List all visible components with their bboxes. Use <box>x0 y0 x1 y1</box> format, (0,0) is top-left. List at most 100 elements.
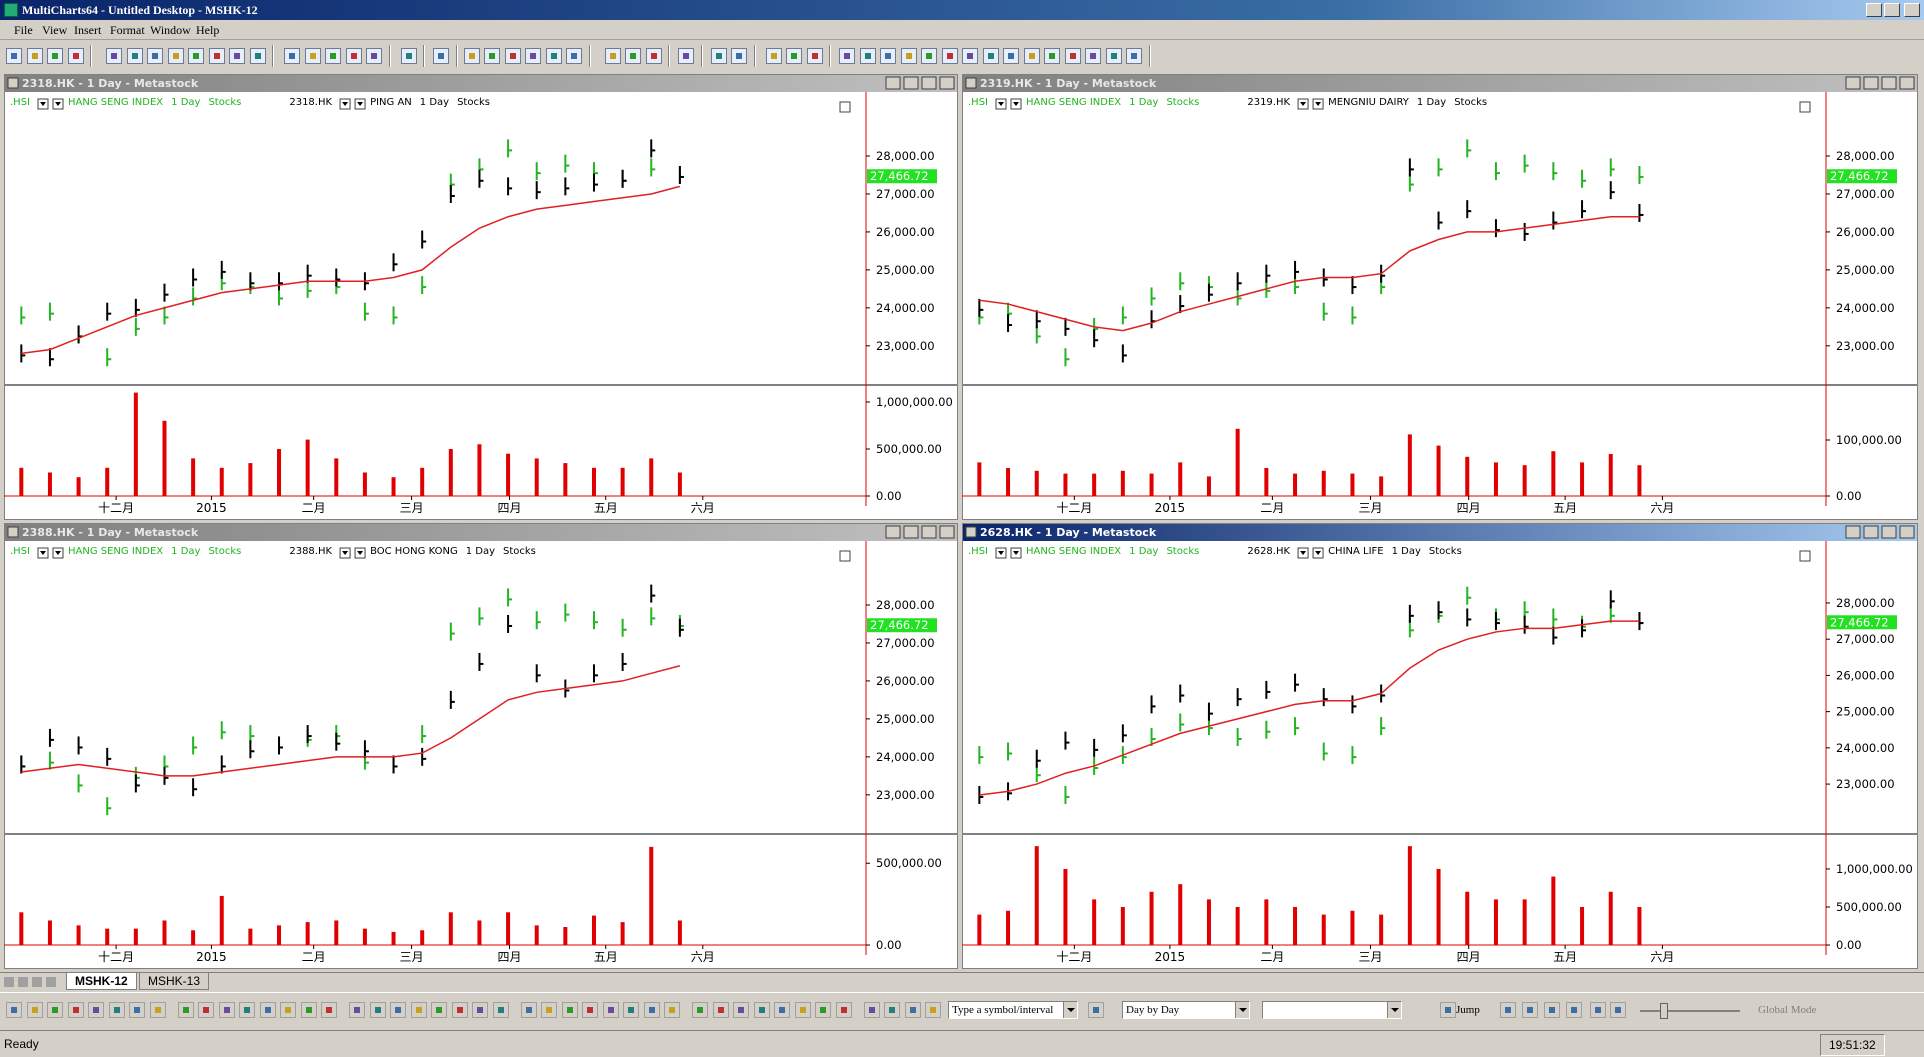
toolbar-icon[interactable] <box>26 1002 43 1018</box>
toolbar-icon[interactable] <box>484 48 500 64</box>
maximize-button[interactable] <box>1884 3 1900 17</box>
toolbar-icon[interactable] <box>284 48 300 64</box>
toolbar-icon[interactable] <box>67 1002 84 1018</box>
toolbar-icon[interactable] <box>566 48 582 64</box>
toolbar-icon[interactable] <box>900 48 917 64</box>
playback-select[interactable]: Day by Day <box>1122 1001 1250 1019</box>
toolbar-icon[interactable] <box>1003 48 1019 64</box>
toolbar-icon[interactable] <box>47 1002 63 1018</box>
toolbar-icon[interactable] <box>410 1002 427 1018</box>
toolbar-icon[interactable] <box>463 48 480 64</box>
toolbar-icon[interactable] <box>1044 48 1060 64</box>
toolbar-icon[interactable] <box>451 1002 468 1018</box>
toolbar-icon[interactable] <box>1544 1002 1560 1018</box>
toolbar-icon[interactable] <box>129 1002 145 1018</box>
toolbar-icon[interactable] <box>859 48 876 64</box>
toolbar-icon[interactable] <box>731 48 747 64</box>
toolbar-icon[interactable] <box>561 1002 578 1018</box>
toolbar-icon[interactable] <box>6 1002 22 1018</box>
tab-nav[interactable] <box>32 977 42 987</box>
toolbar-icon[interactable] <box>774 1002 790 1018</box>
toolbar-icon[interactable] <box>863 1002 880 1018</box>
toolbar-icon[interactable] <box>1023 48 1040 64</box>
toolbar-icon[interactable] <box>815 1002 831 1018</box>
toolbar-icon[interactable] <box>6 48 22 64</box>
toolbar-icon[interactable] <box>625 48 641 64</box>
menu-item[interactable]: Insert <box>74 23 102 37</box>
toolbar-icon[interactable] <box>1064 48 1081 64</box>
toolbar-icon[interactable] <box>229 48 245 64</box>
toolbar-icon[interactable] <box>1126 48 1142 64</box>
toolbar-icon[interactable] <box>582 1002 598 1018</box>
toolbar-icon[interactable] <box>1566 1002 1582 1018</box>
close-button[interactable] <box>1904 3 1920 17</box>
toolbar-icon[interactable] <box>349 1002 365 1018</box>
toolbar-icon[interactable] <box>325 48 341 64</box>
toolbar-icon[interactable] <box>26 48 43 64</box>
menu-item[interactable]: Window <box>150 23 191 37</box>
toolbar-icon[interactable] <box>218 1002 235 1018</box>
toolbar-icon[interactable] <box>345 48 362 64</box>
toolbar-icon[interactable] <box>88 1002 104 1018</box>
toolbar-icon[interactable] <box>126 48 143 64</box>
toolbar-icon[interactable] <box>167 48 184 64</box>
toolbar-icon[interactable] <box>786 48 802 64</box>
toolbar-icon[interactable] <box>108 1002 125 1018</box>
toolbar-icon[interactable] <box>321 1002 337 1018</box>
toolbar-icon[interactable] <box>733 1002 749 1018</box>
toolbar-icon[interactable] <box>602 1002 619 1018</box>
toolbar-icon[interactable] <box>710 48 727 64</box>
toolbar-icon[interactable] <box>492 1002 509 1018</box>
toolbar-icon[interactable] <box>259 1002 276 1018</box>
toolbar-icon[interactable] <box>1440 1002 1456 1018</box>
toolbar-icon[interactable] <box>431 1002 447 1018</box>
toolbar-icon[interactable] <box>541 1002 557 1018</box>
toolbar-icon[interactable] <box>504 48 521 64</box>
toolbar-icon[interactable] <box>645 48 662 64</box>
toolbar-icon[interactable] <box>1500 1002 1516 1018</box>
toolbar-icon[interactable] <box>623 1002 639 1018</box>
toolbar-icon[interactable] <box>925 1002 941 1018</box>
minimize-button[interactable] <box>1866 3 1882 17</box>
sheet-tab[interactable]: MSHK-12 <box>66 973 137 990</box>
toolbar-icon[interactable] <box>147 48 163 64</box>
toolbar-icon[interactable] <box>106 48 122 64</box>
toolbar-icon[interactable] <box>1088 1002 1104 1018</box>
tab-nav[interactable] <box>18 977 28 987</box>
global-mode-button[interactable]: Global Mode <box>1758 1004 1817 1016</box>
toolbar-icon[interactable] <box>67 48 84 64</box>
toolbar-icon[interactable] <box>369 1002 386 1018</box>
toolbar-icon[interactable] <box>1085 48 1101 64</box>
toolbar-icon[interactable] <box>1590 1002 1606 1018</box>
toolbar-icon[interactable] <box>1522 1002 1538 1018</box>
toolbar-icon[interactable] <box>400 48 417 64</box>
symbol-input[interactable]: Type a symbol/interval <box>948 1001 1078 1019</box>
menu-item[interactable]: Format <box>110 23 145 37</box>
tab-nav[interactable] <box>4 977 14 987</box>
jump-button[interactable]: Jump <box>1456 1004 1480 1016</box>
toolbar-icon[interactable] <box>545 48 562 64</box>
toolbar-icon[interactable] <box>472 1002 488 1018</box>
toolbar-icon[interactable] <box>188 48 204 64</box>
toolbar-icon[interactable] <box>753 1002 770 1018</box>
toolbar-icon[interactable] <box>1105 48 1122 64</box>
toolbar-icon[interactable] <box>177 1002 194 1018</box>
toolbar-icon[interactable] <box>904 1002 921 1018</box>
menu-item[interactable]: Help <box>196 23 220 37</box>
toolbar-icon[interactable] <box>366 48 382 64</box>
toolbar-icon[interactable] <box>300 1002 317 1018</box>
toolbar-icon[interactable] <box>280 1002 296 1018</box>
zoom-slider[interactable] <box>1640 1010 1740 1012</box>
toolbar-icon[interactable] <box>604 48 621 64</box>
toolbar-icon[interactable] <box>208 48 225 64</box>
toolbar-icon[interactable] <box>692 1002 708 1018</box>
toolbar-icon[interactable] <box>962 48 978 64</box>
toolbar-icon[interactable] <box>884 1002 900 1018</box>
toolbar-icon[interactable] <box>239 1002 255 1018</box>
toolbar-icon[interactable] <box>765 48 782 64</box>
toolbar-icon[interactable] <box>806 48 823 64</box>
toolbar-icon[interactable] <box>835 1002 852 1018</box>
menu-item[interactable]: File <box>14 23 33 37</box>
toolbar-icon[interactable] <box>390 1002 406 1018</box>
toolbar-icon[interactable] <box>249 48 266 64</box>
